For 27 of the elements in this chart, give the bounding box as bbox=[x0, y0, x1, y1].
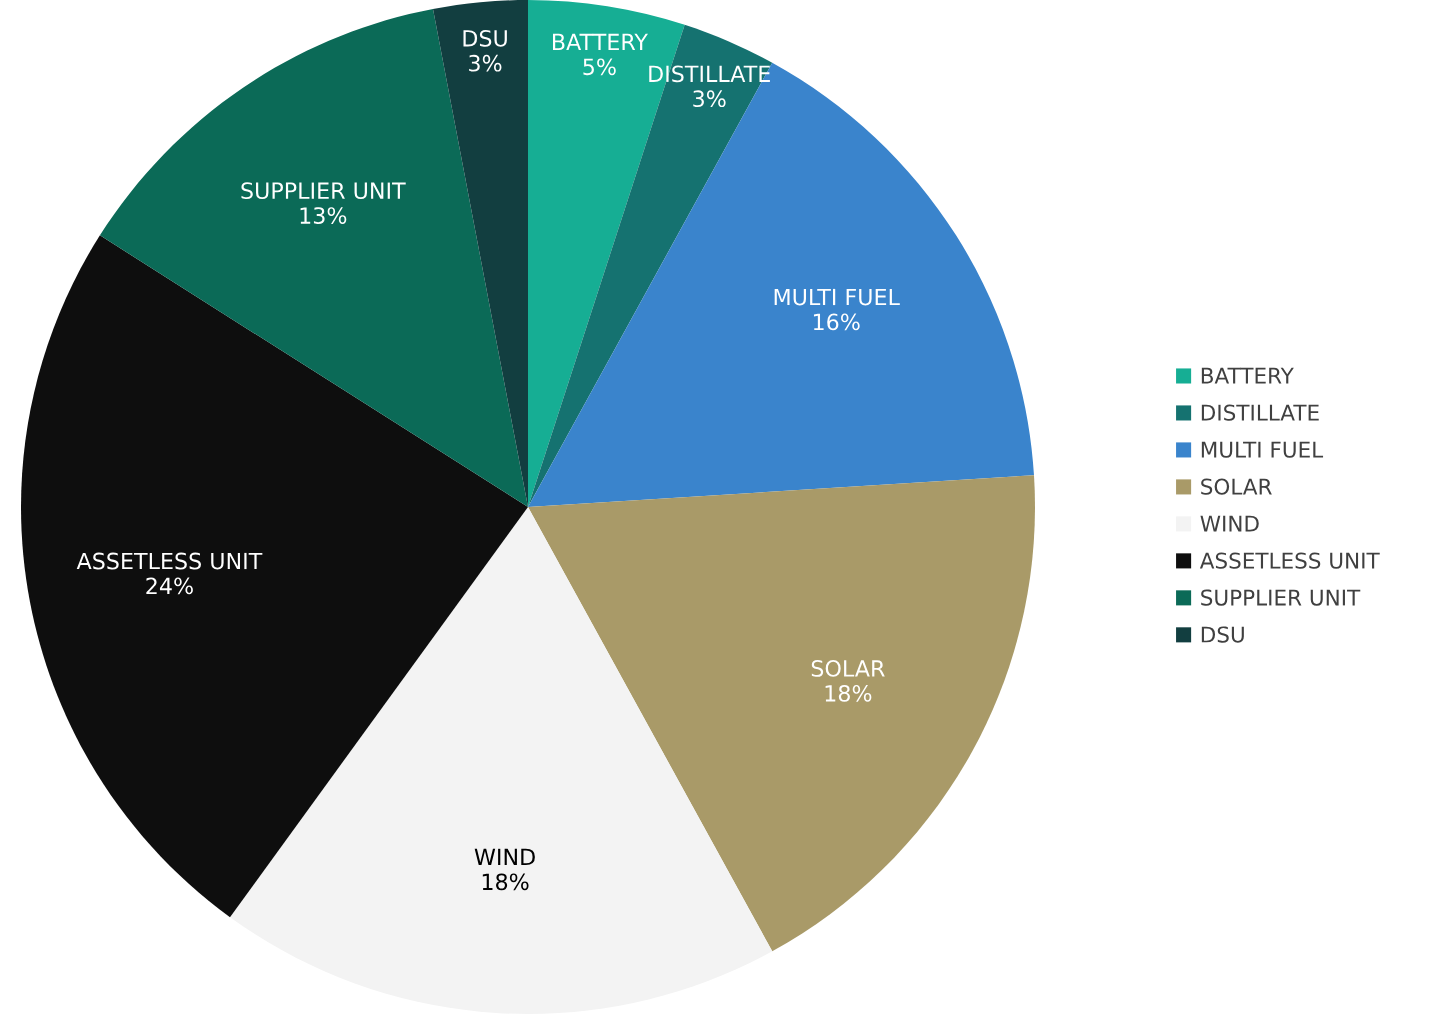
data-label: 3% bbox=[469, 54, 502, 72]
data-label: 5% bbox=[583, 58, 616, 76]
legend-label: DISTILLATE bbox=[1201, 404, 1319, 421]
legend-label: SOLAR bbox=[1201, 478, 1272, 495]
pie-slice bbox=[433, 0, 528, 507]
slice-label: WIND bbox=[474, 848, 535, 866]
legend-label: DSU bbox=[1201, 626, 1244, 643]
legend-label: ASSETLESS UNIT bbox=[1199, 552, 1380, 569]
slice-label: DISTILLATE bbox=[649, 65, 770, 83]
data-label: 24% bbox=[146, 577, 193, 595]
legend-label: BATTERY bbox=[1201, 367, 1294, 384]
slice-label: DSU bbox=[463, 29, 507, 47]
slice-label: BATTERY bbox=[553, 33, 648, 51]
legend-label: WIND bbox=[1200, 515, 1259, 532]
slice-label: MULTI FUEL bbox=[774, 288, 900, 306]
data-label: 16% bbox=[813, 313, 860, 331]
data-label: 18% bbox=[825, 684, 872, 702]
data-label: 3% bbox=[693, 90, 726, 108]
pie-slice bbox=[528, 24, 773, 507]
slice-label: ASSETLESS UNIT bbox=[76, 552, 263, 570]
data-label: 18% bbox=[482, 873, 529, 891]
legend-label: MULTI FUEL bbox=[1201, 441, 1324, 458]
slice-label: SOLAR bbox=[811, 660, 885, 677]
data-label: 13% bbox=[300, 207, 347, 224]
legend-label: SUPPLIER UNIT bbox=[1201, 589, 1361, 606]
slice-label: SUPPLIER UNIT bbox=[241, 182, 406, 200]
pie-slice bbox=[99, 8, 528, 507]
